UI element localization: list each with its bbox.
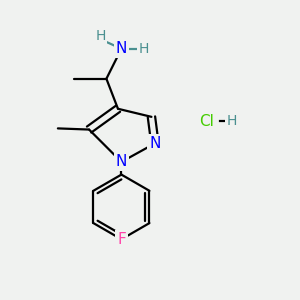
Text: N: N bbox=[116, 154, 127, 169]
Text: H: H bbox=[95, 29, 106, 43]
Text: Cl: Cl bbox=[200, 114, 214, 129]
Text: N: N bbox=[116, 41, 127, 56]
Text: N: N bbox=[149, 136, 160, 151]
Text: H: H bbox=[227, 115, 238, 128]
Text: F: F bbox=[117, 232, 126, 247]
Text: H: H bbox=[138, 42, 148, 56]
